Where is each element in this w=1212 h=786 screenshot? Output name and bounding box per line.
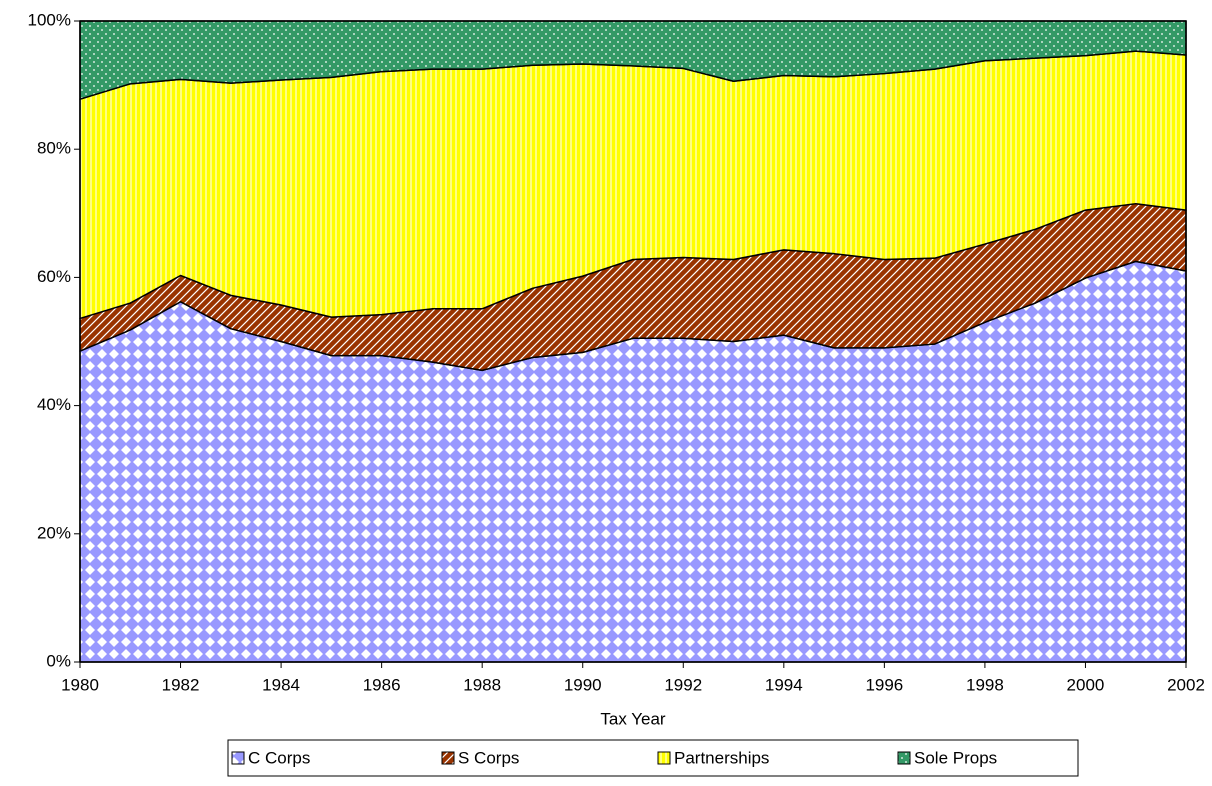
x-tick-label: 1990 (564, 675, 602, 694)
x-tick-label: 1984 (262, 675, 300, 694)
y-tick-label: 100% (28, 10, 71, 29)
legend-label: Sole Props (914, 748, 997, 767)
x-tick-label: 1982 (162, 675, 200, 694)
legend-label: S Corps (458, 748, 519, 767)
x-tick-label: 2002 (1167, 675, 1205, 694)
legend-box (227, 739, 1079, 777)
x-tick-label: 1992 (664, 675, 702, 694)
x-tick-label: 1994 (765, 675, 803, 694)
plot-frame (79, 20, 1187, 663)
legend-swatch (231, 751, 245, 765)
legend-swatch (897, 751, 911, 765)
legend-label: Partnerships (674, 748, 769, 767)
y-tick-label: 0% (46, 651, 71, 670)
legend-swatch (441, 751, 455, 765)
x-tick-label: 1980 (61, 675, 99, 694)
legend-swatch (657, 751, 671, 765)
x-tick-label: 1986 (363, 675, 401, 694)
y-tick-label: 80% (37, 139, 71, 158)
y-tick-label: 40% (37, 395, 71, 414)
x-axis-title: Tax Year (600, 709, 666, 728)
x-tick-label: 2000 (1067, 675, 1105, 694)
x-tick-label: 1998 (966, 675, 1004, 694)
x-tick-label: 1996 (865, 675, 903, 694)
x-tick-label: 1988 (463, 675, 501, 694)
legend-label: C Corps (248, 748, 310, 767)
y-tick-label: 60% (37, 267, 71, 286)
y-tick-label: 20% (37, 523, 71, 542)
